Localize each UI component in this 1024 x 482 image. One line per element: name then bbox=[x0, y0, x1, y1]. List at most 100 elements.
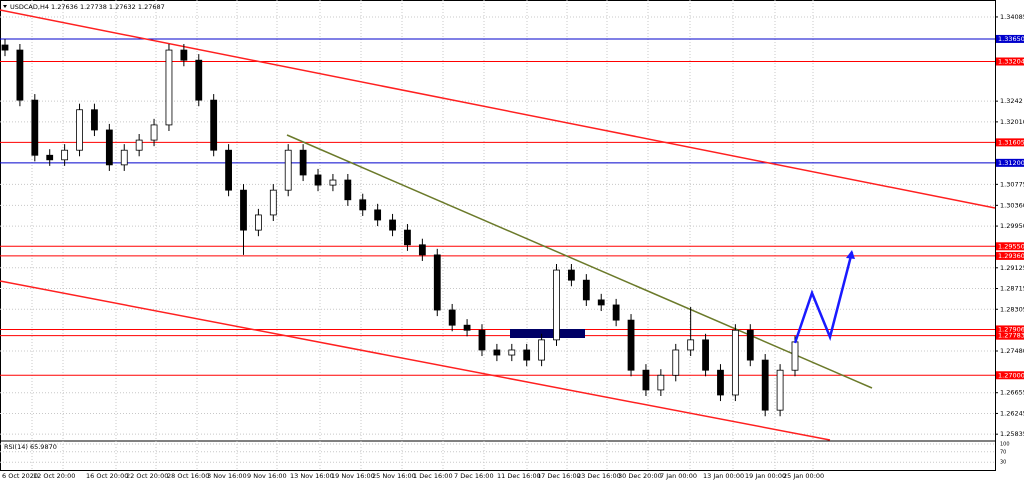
level-label: 1.27906 bbox=[998, 325, 1024, 333]
level-label-box bbox=[996, 57, 1024, 66]
level-label: 1.31200 bbox=[998, 159, 1024, 167]
candle-body bbox=[463, 324, 471, 331]
candle-body bbox=[374, 209, 382, 221]
arrow-head bbox=[846, 250, 855, 259]
candle-body bbox=[314, 174, 322, 186]
x-tick-label: 6 Oct 2020 bbox=[2, 472, 38, 480]
level-label-box bbox=[996, 251, 1024, 260]
y-tick-label: 1.32010 bbox=[1000, 118, 1024, 126]
candle-body bbox=[329, 179, 337, 186]
x-tick-label: 7 Dec 16:00 bbox=[454, 472, 494, 480]
level-label: 1.29550 bbox=[998, 242, 1024, 250]
y-tick-label: 1.34085 bbox=[1000, 13, 1024, 21]
candle-body bbox=[627, 319, 635, 371]
x-tick-label: 25 Jan 00:00 bbox=[783, 472, 824, 480]
level-label-box bbox=[996, 242, 1024, 251]
candle-body bbox=[761, 359, 769, 411]
x-tick-label: 13 Jan 00:00 bbox=[703, 472, 744, 480]
candle-body bbox=[493, 349, 501, 356]
level-label: 1.33650 bbox=[998, 35, 1024, 43]
level-label-box bbox=[996, 331, 1024, 340]
candle-body bbox=[240, 189, 247, 231]
levels bbox=[0, 38, 995, 376]
candle-body bbox=[672, 349, 680, 376]
candle-body bbox=[702, 339, 709, 371]
candle-body bbox=[165, 49, 173, 126]
candle-body bbox=[553, 269, 560, 341]
price-axis: 1.34085 1.3242 1.32010 1.30775 1.30360 1.2995… bbox=[995, 13, 1024, 466]
header-icon bbox=[3, 5, 7, 8]
candle-body bbox=[269, 189, 277, 216]
candle-body bbox=[657, 374, 665, 391]
rsi-tick-label: 70 bbox=[1000, 449, 1006, 455]
plot-frame bbox=[0, 0, 996, 471]
candle-body bbox=[568, 269, 575, 281]
x-tick-label: 22 Oct 20:00 bbox=[126, 472, 168, 480]
rsi-tick-label: 100 bbox=[1000, 442, 1010, 448]
level-label: 1.27000 bbox=[998, 371, 1024, 379]
candle-body bbox=[389, 219, 396, 231]
x-tick-label: 30 Dec 20:00 bbox=[618, 472, 662, 480]
candle-body bbox=[404, 229, 411, 246]
y-tick-label: 1.30775 bbox=[1000, 180, 1024, 188]
candle-body bbox=[225, 149, 232, 191]
candle-body bbox=[538, 339, 546, 361]
candle-body bbox=[1, 44, 9, 51]
x-tick-label: 12 Oct 20:00 bbox=[33, 472, 75, 480]
candle-body bbox=[135, 139, 143, 151]
x-tick-label: 19 Nov 16:00 bbox=[331, 472, 375, 480]
x-tick-label: 1 Dec 16:00 bbox=[413, 472, 453, 480]
channel-upper bbox=[0, 9, 996, 209]
candle-body bbox=[687, 339, 695, 351]
level-label-box bbox=[996, 371, 1024, 380]
candles bbox=[1, 38, 799, 417]
candle-body bbox=[120, 149, 128, 166]
level-label-box bbox=[996, 325, 1024, 334]
candle-body bbox=[61, 149, 69, 161]
zone-box bbox=[510, 329, 585, 338]
candle-body bbox=[76, 109, 83, 151]
candle-body bbox=[105, 129, 113, 166]
candle-body bbox=[418, 244, 426, 256]
candle-body bbox=[254, 214, 262, 231]
candle-body bbox=[344, 179, 352, 201]
level-label: 1.27783 bbox=[998, 332, 1024, 340]
level-label: 1.33204 bbox=[998, 57, 1024, 65]
level-label-box bbox=[996, 34, 1024, 43]
y-tick-label: 1.29125 bbox=[1000, 264, 1024, 272]
y-tick-label: 1.3242 bbox=[1000, 97, 1023, 105]
channel-lower bbox=[0, 280, 831, 441]
candle-body bbox=[284, 149, 292, 191]
rsi-tick-label: 30 bbox=[1000, 460, 1006, 466]
candle-body bbox=[359, 199, 367, 211]
x-tick-label: 23 Dec 16:00 bbox=[577, 472, 621, 480]
candle-body bbox=[731, 329, 739, 396]
candle-body bbox=[433, 254, 441, 311]
candle-body bbox=[791, 341, 799, 371]
x-tick-label: 13 Nov 16:00 bbox=[290, 472, 334, 480]
candle-body bbox=[582, 279, 590, 301]
x-tick-label: 17 Dec 16:00 bbox=[537, 472, 581, 480]
x-tick-label: 7 Jan 00:00 bbox=[660, 472, 697, 480]
candle-body bbox=[150, 124, 158, 141]
candle-body bbox=[478, 329, 486, 351]
x-tick-label: 9 Nov 16:00 bbox=[247, 472, 287, 480]
candle-body bbox=[508, 349, 516, 356]
candle-body bbox=[210, 99, 218, 151]
candle-body bbox=[717, 369, 724, 396]
header: USDCAD,H4 1.27636 1.27738 1.27632 1.2768… bbox=[10, 3, 165, 11]
forecast-arrow bbox=[793, 251, 854, 344]
x-tick-label: 25 Nov 16:00 bbox=[372, 472, 416, 480]
y-tick-label: 1.26655 bbox=[1000, 389, 1024, 397]
candle-body bbox=[195, 59, 203, 101]
level-label: 1.29360 bbox=[998, 252, 1024, 260]
y-tick-label: 1.30360 bbox=[1000, 201, 1024, 209]
y-tick-label: 1.27480 bbox=[1000, 347, 1024, 355]
candle-body bbox=[642, 369, 650, 391]
candle-body bbox=[746, 329, 754, 361]
candle-body bbox=[16, 49, 24, 101]
candle-body bbox=[448, 309, 456, 326]
trendline bbox=[286, 134, 873, 389]
candle-body bbox=[91, 109, 98, 131]
